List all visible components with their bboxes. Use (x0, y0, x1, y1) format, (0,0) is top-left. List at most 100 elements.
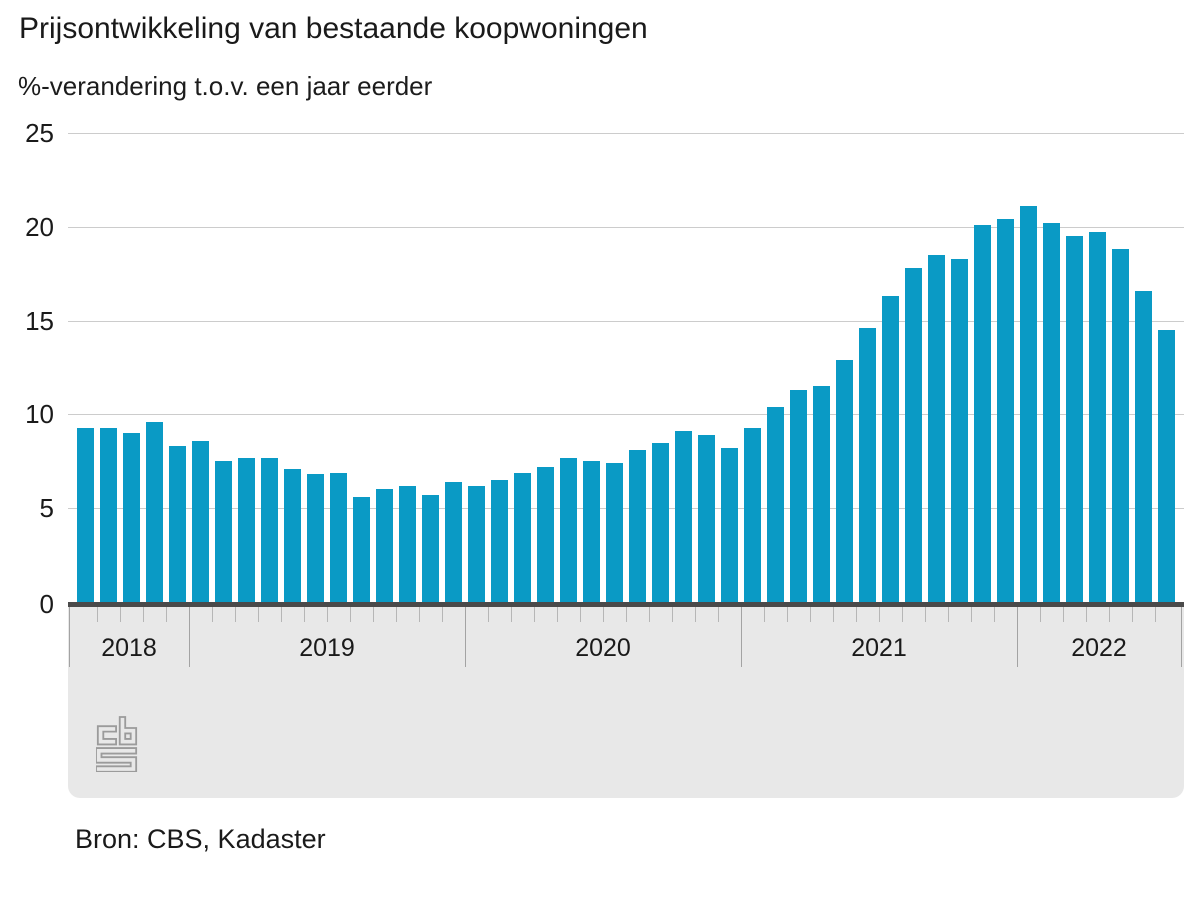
bar-2021-08 (905, 268, 922, 602)
month-tick (948, 607, 949, 622)
bar-2022-02 (1043, 223, 1060, 602)
month-tick (603, 607, 604, 622)
month-tick (695, 607, 696, 622)
month-tick (166, 607, 167, 622)
year-divider (465, 607, 466, 667)
bar-2018-11 (146, 421, 163, 602)
x-axis-band (68, 607, 1184, 798)
month-tick (764, 607, 765, 622)
bar-2021-09 (928, 254, 945, 602)
month-tick (1132, 607, 1133, 622)
x-axis-year-label-2018: 2018 (101, 634, 157, 662)
x-axis-year-label-2019: 2019 (299, 634, 355, 662)
month-tick (672, 607, 673, 622)
month-tick (511, 607, 512, 622)
cbs-logo-letter-c (96, 725, 117, 746)
bar-2021-06 (859, 328, 876, 602)
month-tick (258, 607, 259, 622)
bar-2022-03 (1066, 236, 1083, 602)
month-tick (327, 607, 328, 622)
bar-2020-12 (721, 448, 738, 602)
month-tick (1109, 607, 1110, 622)
x-axis-year-label-2021: 2021 (851, 634, 907, 662)
cbs-logo-letter-s (96, 747, 138, 772)
month-tick (856, 607, 857, 622)
bar-2019-01 (192, 440, 209, 602)
month-tick (1155, 607, 1156, 622)
bar-2020-11 (698, 435, 715, 602)
price-development-bar-chart: 0 5 10 15 20 25 2018 2019 2020 2021 2022 (25, 118, 1184, 798)
bar-2021-11 (974, 224, 991, 602)
bar-2020-08 (629, 450, 646, 602)
month-tick (580, 607, 581, 622)
gridline-20 (68, 226, 1184, 228)
gridline-15 (68, 320, 1184, 322)
bar-2021-12 (997, 219, 1014, 602)
gridline-5 (68, 508, 1184, 510)
month-tick (879, 607, 880, 622)
month-tick (534, 607, 535, 622)
bar-2019-08 (353, 496, 370, 602)
bar-2022-01 (1020, 206, 1037, 602)
bar-2020-05 (560, 457, 577, 602)
month-tick (902, 607, 903, 622)
bar-2018-12 (169, 446, 186, 602)
year-divider (69, 607, 70, 667)
month-tick (304, 607, 305, 622)
year-divider (1181, 607, 1182, 667)
bar-2019-02 (215, 461, 232, 602)
bar-2021-01 (744, 427, 761, 602)
month-tick (718, 607, 719, 622)
month-tick (419, 607, 420, 622)
month-tick (557, 607, 558, 622)
bar-2022-04 (1089, 232, 1106, 602)
y-axis-tick-label-15: 15 (25, 305, 54, 336)
month-tick (1063, 607, 1064, 622)
y-axis-tick-label-10: 10 (25, 399, 54, 430)
y-axis-tick-label-5: 5 (39, 493, 54, 524)
bar-2019-06 (307, 474, 324, 602)
bar-2021-07 (882, 296, 899, 602)
bar-2020-06 (583, 461, 600, 602)
month-tick (442, 607, 443, 622)
bar-2022-07 (1158, 329, 1175, 602)
chart-subtitle: %-verandering t.o.v. een jaar eerder (18, 71, 433, 101)
bar-2020-02 (491, 480, 508, 602)
cbs-logo (96, 716, 138, 772)
source-note: Bron: CBS, Kadaster (75, 824, 326, 854)
bar-2022-06 (1135, 290, 1152, 602)
bar-2019-07 (330, 472, 347, 602)
gridline-10 (68, 414, 1184, 416)
month-tick (649, 607, 650, 622)
bar-2021-03 (790, 390, 807, 602)
bar-2018-09 (100, 427, 117, 602)
y-axis-tick-label-0: 0 (39, 589, 54, 619)
bar-2019-03 (238, 457, 255, 602)
bar-2019-11 (422, 495, 439, 602)
bar-2020-03 (514, 472, 531, 602)
bar-2020-01 (468, 485, 485, 602)
month-tick (1086, 607, 1087, 622)
year-divider (189, 607, 190, 667)
bar-2022-05 (1112, 249, 1129, 602)
bar-2020-09 (652, 442, 669, 602)
month-tick (810, 607, 811, 622)
cbs-logo-letter-b (118, 716, 138, 746)
month-tick (235, 607, 236, 622)
chart-title: Prijsontwikkeling van bestaande koopwoni… (19, 12, 648, 45)
bar-2020-04 (537, 466, 554, 602)
bar-2019-10 (399, 485, 416, 602)
month-tick (994, 607, 995, 622)
bar-2019-12 (445, 481, 462, 602)
year-divider (741, 607, 742, 667)
month-tick (120, 607, 121, 622)
y-axis-tick-label-20: 20 (25, 211, 54, 242)
x-axis-zero-line (68, 602, 1184, 607)
year-divider (1017, 607, 1018, 667)
month-tick (396, 607, 397, 622)
bar-2019-09 (376, 489, 393, 602)
bar-2019-04 (261, 457, 278, 602)
bar-2021-10 (951, 258, 968, 602)
y-axis-tick-label-25: 25 (25, 118, 54, 148)
